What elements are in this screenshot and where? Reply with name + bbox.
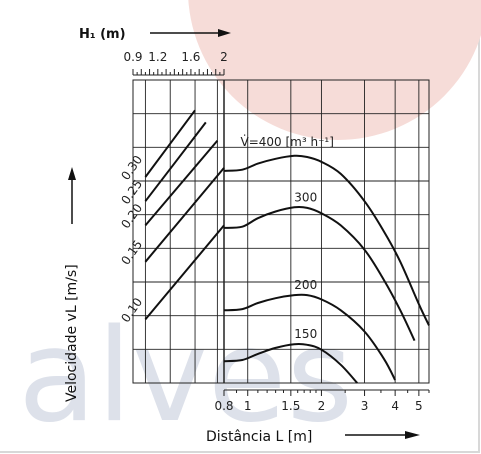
flow-rate-label: V̇=400 [m³ h⁻¹] bbox=[240, 135, 333, 149]
flow-curve-3 bbox=[223, 342, 358, 384]
bottom-tick-label: 2 bbox=[318, 399, 326, 413]
h1-line-1 bbox=[144, 121, 207, 202]
bottom-axis-title: Distância L [m] bbox=[206, 429, 312, 445]
bottom-tick-label: 1.5 bbox=[281, 399, 300, 413]
top-axis-arrow bbox=[150, 29, 231, 37]
top-tick-label: 0.9 bbox=[123, 50, 142, 64]
top-axis-title: H₁ (m) bbox=[79, 27, 126, 42]
h1-line-4 bbox=[144, 224, 225, 321]
tick-labels: 0.9 1.2 1.6 2 0.8 1 1.5 2 3 4 5 bbox=[123, 50, 422, 413]
flow-curve-0 bbox=[223, 154, 430, 326]
watermark-text: alves bbox=[18, 302, 353, 451]
flow-rate-label: 200 bbox=[294, 278, 317, 292]
flow-rate-label: 150 bbox=[294, 327, 317, 341]
top-tick-label: 2 bbox=[220, 50, 228, 64]
top-tick-label: 1.6 bbox=[181, 50, 200, 64]
bottom-tick-label: 4 bbox=[391, 399, 399, 413]
h1-line-3 bbox=[144, 167, 225, 263]
y-axis-arrow bbox=[68, 167, 76, 224]
y-axis-title: Velocidade vL [m/s] bbox=[64, 264, 80, 402]
bottom-tick-label: 3 bbox=[361, 399, 369, 413]
bottom-tick-label: 5 bbox=[415, 399, 423, 413]
h1-line-2 bbox=[144, 139, 219, 227]
velocity-label: 0.15 bbox=[118, 238, 145, 268]
plot-frame bbox=[132, 79, 430, 384]
bottom-tick-label: 0.8 bbox=[214, 399, 233, 413]
h1-line-0 bbox=[144, 109, 196, 178]
flow-curve-2 bbox=[223, 293, 396, 381]
bottom-axis-arrow bbox=[345, 431, 420, 439]
curves bbox=[144, 109, 430, 384]
velocity-label: 0.20 bbox=[118, 201, 145, 231]
flow-rate-label: 300 bbox=[294, 190, 317, 204]
top-tick-label: 1.2 bbox=[148, 50, 167, 64]
bottom-tick-label: 1 bbox=[244, 399, 252, 413]
flow-curve-1 bbox=[223, 205, 416, 342]
